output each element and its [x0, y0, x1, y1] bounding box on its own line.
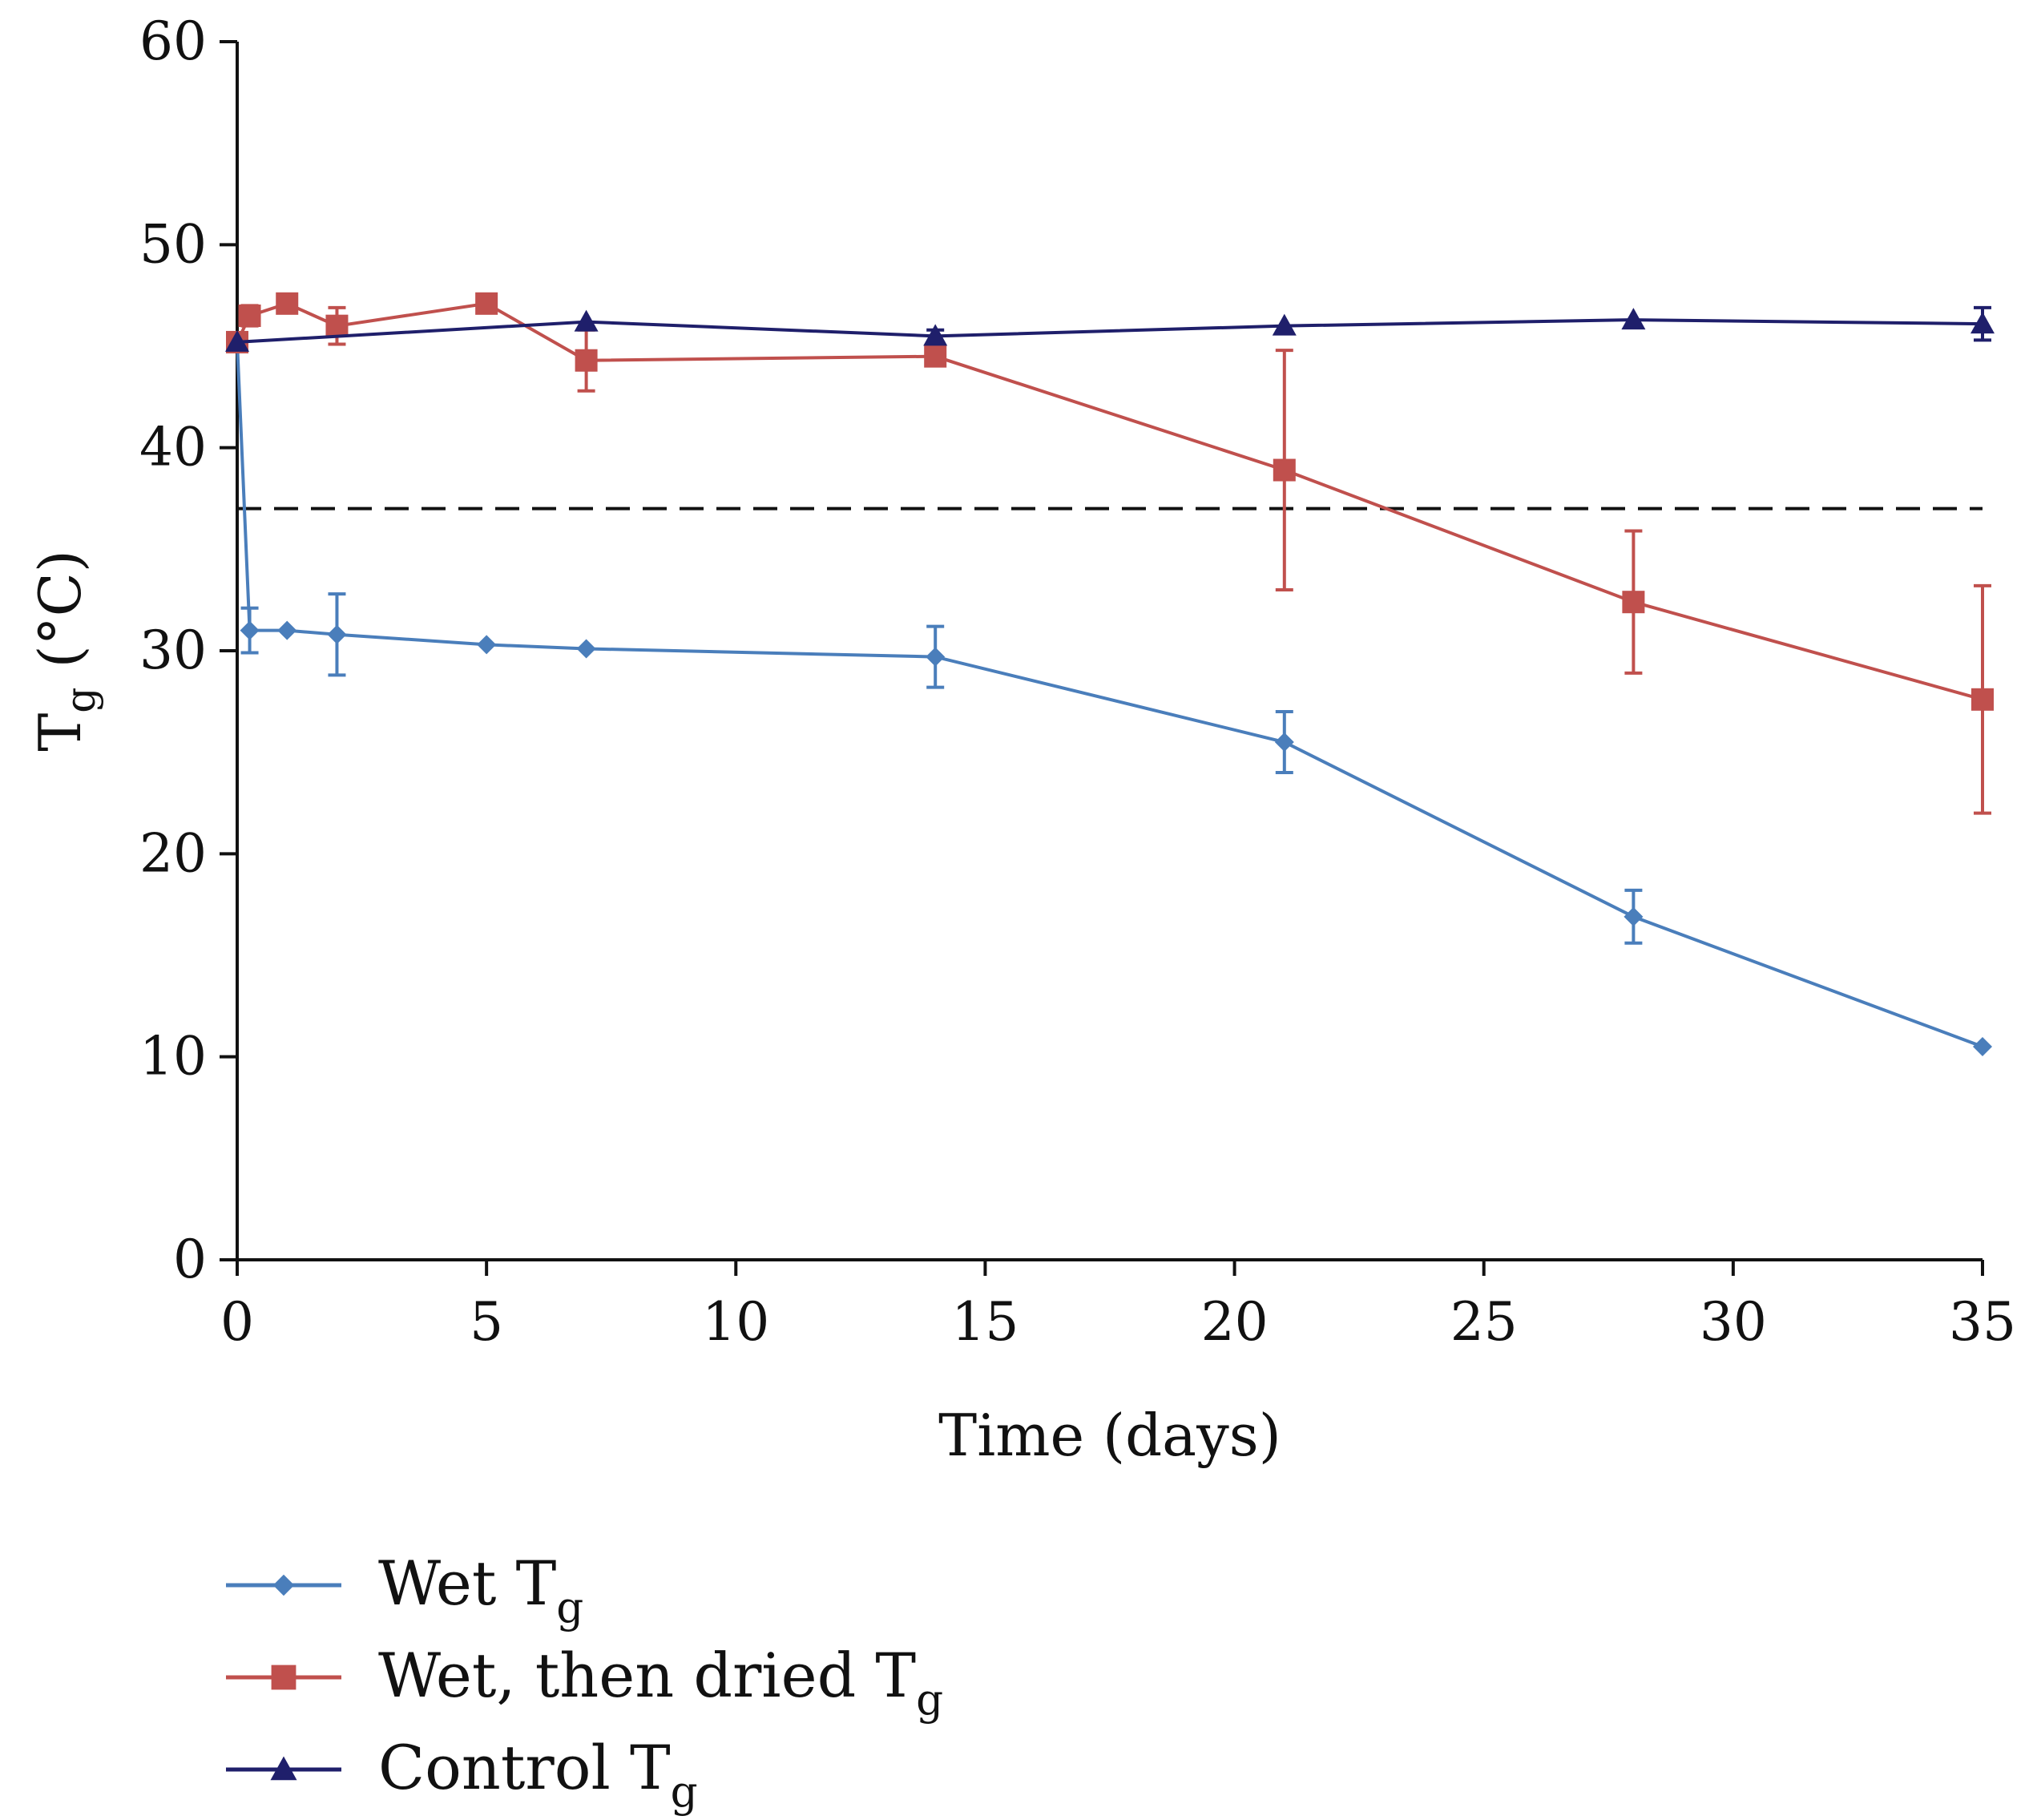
- legend-marker: [271, 1665, 296, 1690]
- x-tick-label: 20: [1201, 1291, 1269, 1353]
- axes: 0 10 20 30 40 50 60 0 5 10 15 20 25 30 35 Time (days) Tg…: [26, 10, 2016, 1469]
- y-tick-label: 50: [139, 213, 207, 275]
- data-point: [325, 314, 349, 337]
- y-axis-title: Tg (°C): [26, 550, 104, 752]
- data-point: [1624, 906, 1644, 926]
- x-tick-label: 15: [951, 1291, 1019, 1353]
- data-point: [1273, 458, 1296, 482]
- data-point: [276, 292, 299, 315]
- data-point: [924, 345, 947, 368]
- y-axis-title-main: T: [26, 713, 94, 752]
- data-point: [923, 324, 948, 346]
- data-point: [1272, 313, 1297, 336]
- series-2: [226, 292, 1994, 815]
- data-point: [1622, 591, 1645, 614]
- y-tick-label: 20: [139, 822, 207, 884]
- data-point: [477, 635, 497, 655]
- series-3: [225, 305, 1995, 352]
- x-tick-label: 5: [470, 1291, 503, 1353]
- data-point: [327, 624, 347, 644]
- x-tick-label: 30: [1700, 1291, 1767, 1353]
- series-line: [236, 318, 1983, 344]
- data-point: [576, 639, 596, 659]
- y-tick-label: 60: [139, 10, 207, 72]
- legend-marker: [272, 1574, 295, 1596]
- data-point: [926, 647, 946, 667]
- series-line: [236, 341, 1983, 1048]
- y-tick-label: 10: [139, 1026, 207, 1088]
- x-tick-label: 0: [220, 1291, 254, 1353]
- data-point: [574, 309, 599, 332]
- y-axis-title-sub: g: [57, 687, 104, 712]
- x-axis-title: Time (days): [938, 1402, 1281, 1469]
- legend-label-sub: g: [671, 1767, 698, 1817]
- series-1: [228, 332, 1992, 1056]
- x-tick-label: 25: [1450, 1291, 1518, 1353]
- data-point: [238, 305, 261, 327]
- legend-label-main: Wet, then dried T: [378, 1640, 916, 1711]
- x-tick-label: 35: [1949, 1291, 2016, 1353]
- legend-entry-3: Control Tg: [226, 1732, 698, 1817]
- data-point: [225, 329, 249, 352]
- legend-marker: [270, 1756, 297, 1781]
- x-tick-label: 10: [702, 1291, 769, 1353]
- data-point: [1971, 688, 1994, 711]
- series-line: [236, 301, 1983, 701]
- legend-entry-2: Wet, then dried Tg: [226, 1640, 943, 1725]
- data-point: [575, 349, 598, 372]
- legend-label: Control Tg: [378, 1732, 698, 1817]
- data-point: [475, 292, 498, 315]
- data-point: [277, 620, 297, 640]
- y-tick-label: 30: [139, 619, 207, 681]
- data-point: [1621, 308, 1646, 330]
- y-axis-title-unit: (°C): [26, 550, 94, 668]
- data-point: [240, 620, 260, 640]
- y-tick-label: 0: [173, 1229, 207, 1290]
- series-group: [225, 292, 1995, 1056]
- y-tick-label: 40: [139, 417, 207, 478]
- legend-label: Wet Tg: [378, 1548, 583, 1632]
- legend-label-sub: g: [556, 1583, 583, 1632]
- data-point: [1274, 732, 1294, 752]
- legend-label-main: Control T: [378, 1732, 671, 1803]
- legend-label: Wet, then dried Tg: [378, 1640, 943, 1725]
- data-point: [1973, 1037, 1992, 1056]
- legend-label-sub: g: [916, 1675, 943, 1725]
- data-point: [1970, 312, 1995, 334]
- legend-label-main: Wet T: [378, 1548, 556, 1619]
- legend-entry-1: Wet Tg: [226, 1548, 583, 1632]
